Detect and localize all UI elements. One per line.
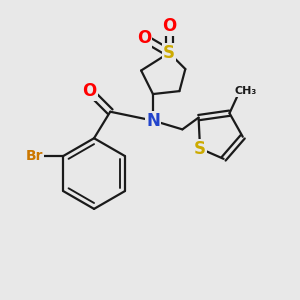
Text: S: S: [194, 140, 206, 158]
Text: O: O: [137, 29, 151, 47]
Text: Br: Br: [25, 149, 43, 163]
Text: O: O: [82, 82, 97, 100]
Text: S: S: [163, 44, 175, 62]
Text: CH₃: CH₃: [235, 86, 257, 96]
Text: N: N: [146, 112, 160, 130]
Text: O: O: [162, 17, 176, 35]
